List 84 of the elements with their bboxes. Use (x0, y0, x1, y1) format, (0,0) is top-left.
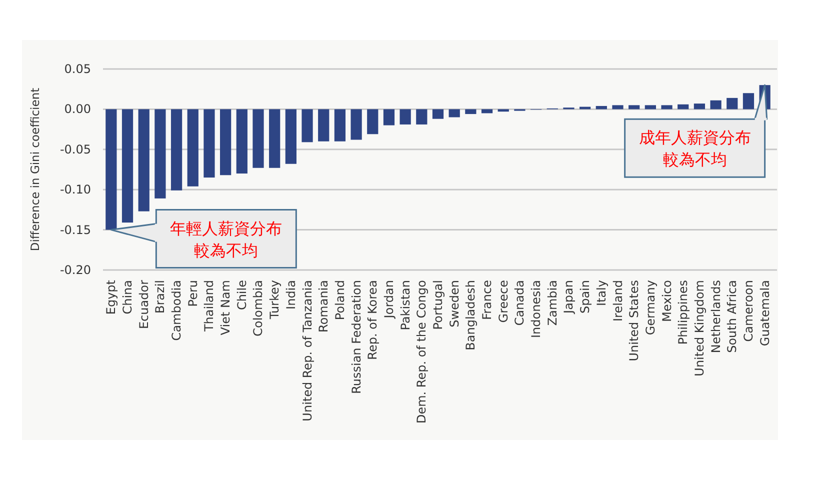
bar (204, 109, 215, 178)
x-tick-label: India (284, 280, 298, 310)
x-tick-label: Pakistan (398, 280, 412, 330)
x-tick-label: Italy (594, 280, 608, 306)
x-tick-label: Jordan (382, 280, 396, 320)
bar (367, 109, 378, 134)
bar (236, 109, 248, 174)
x-tick-label: Canada (512, 280, 527, 326)
bar (481, 109, 493, 114)
bar (661, 105, 672, 110)
bar (644, 105, 656, 110)
bar (694, 104, 706, 110)
x-tick-label: Colombia (251, 280, 266, 336)
bar (334, 109, 346, 142)
x-tick-label: South Africa (725, 280, 740, 353)
bar (138, 109, 150, 212)
x-tick-label: Zambia (545, 280, 560, 326)
bar (612, 105, 624, 110)
y-axis-title: Difference in Gini coefficient (28, 87, 42, 252)
bar (122, 109, 134, 223)
x-tick-label: Turkey (268, 280, 282, 320)
bar (448, 109, 460, 118)
bar (285, 109, 296, 164)
y-tick-label: 0.00 (64, 102, 91, 116)
bar (498, 109, 509, 112)
bar (710, 100, 722, 110)
x-tick-label: Sweden (447, 280, 462, 328)
x-tick-label: Spain (578, 280, 592, 314)
x-tick-label: Japan (562, 280, 576, 314)
x-tick-label: China (120, 280, 135, 314)
x-tick-label: Cambodia (170, 280, 184, 341)
bar (350, 109, 362, 140)
x-tick-label: France (480, 280, 494, 320)
bar (416, 109, 428, 124)
bar (596, 106, 607, 110)
bar (106, 109, 117, 230)
x-tick-label: Ecuador (136, 280, 151, 330)
bar (154, 109, 166, 198)
x-tick-label: Egypt (104, 280, 118, 315)
x-tick-label: United Rep. of Tanzania (300, 280, 314, 422)
x-tick-label: Guatemala (758, 280, 772, 346)
x-tick-label: Netherlands (708, 280, 723, 354)
bar (170, 109, 182, 190)
x-tick-label: Greece (496, 280, 510, 323)
x-tick-label: Rep. of Korea (366, 280, 380, 360)
x-tick-label: Cameroon (741, 280, 756, 342)
bar (302, 109, 313, 142)
bar (252, 109, 264, 168)
bar (220, 109, 232, 176)
bar (726, 98, 738, 110)
bar (383, 109, 395, 126)
x-tick-label: Philippines (676, 280, 690, 345)
bar (678, 104, 689, 110)
x-tick-label: United States (627, 280, 642, 362)
bar (628, 105, 640, 110)
annotation: 年輕人薪資分布較為不均 (170, 220, 282, 260)
bar (318, 109, 330, 142)
bar (465, 109, 476, 114)
y-tick-label: -0.20 (60, 263, 91, 277)
y-tick-label: 0.05 (64, 62, 91, 76)
x-tick-label: Thailand (202, 280, 216, 333)
bar (187, 109, 198, 186)
x-tick-label: Germany (643, 280, 658, 336)
x-tick-label: Ireland (610, 280, 625, 322)
x-tick-label: Mexico (660, 280, 674, 322)
y-tick-label: -0.05 (60, 142, 91, 156)
x-tick-label: Portugal (431, 280, 445, 330)
bar (400, 109, 411, 124)
x-tick-label: Romania (316, 280, 331, 332)
x-tick-label: Chile (234, 280, 249, 310)
x-tick-label: Peru (186, 280, 200, 307)
x-tick-label: United Kingdom (692, 280, 706, 376)
x-tick-label: Russian Federation (349, 280, 364, 394)
x-tick-label: Bangladesh (464, 280, 478, 350)
x-tick-label: Brazil (153, 280, 168, 314)
bar (269, 109, 280, 168)
x-tick-label: Dem. Rep. of the Congo (414, 280, 429, 424)
bar (432, 109, 444, 119)
annotation: 成年人薪資分布較為不均 (638, 129, 751, 170)
x-tick-label: Indonesia (529, 280, 544, 338)
x-tick-label: Poland (332, 280, 347, 320)
y-tick-label: -0.15 (60, 222, 91, 237)
y-tick-label: -0.10 (60, 182, 91, 197)
x-tick-label: Viet Nam (218, 280, 233, 336)
